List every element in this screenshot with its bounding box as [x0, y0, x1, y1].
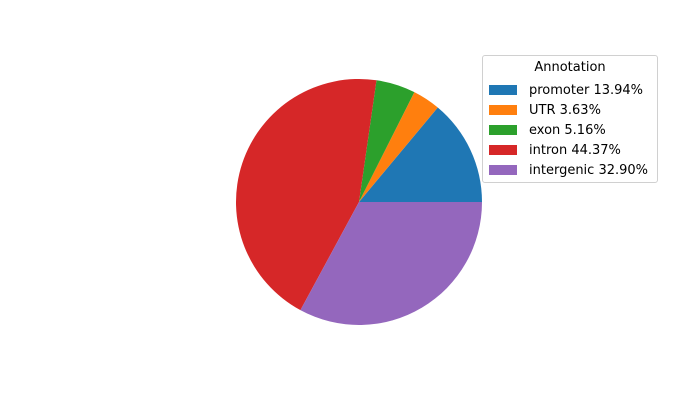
legend-item: promoter 13.94% — [483, 80, 657, 100]
legend: Annotation promoter 13.94% UTR 3.63% exon … — [482, 55, 658, 183]
legend-swatch — [489, 145, 517, 155]
legend-swatch — [489, 165, 517, 175]
legend-swatch — [489, 105, 517, 115]
legend-label: intergenic 32.90% — [529, 162, 649, 178]
legend-title: Annotation — [534, 60, 606, 75]
pie-slice-exon — [359, 80, 415, 202]
legend-label: intron 44.37% — [529, 142, 621, 158]
legend-swatch — [489, 85, 517, 95]
legend-label: UTR 3.63% — [529, 102, 601, 118]
legend-item: exon 5.16% — [483, 120, 657, 140]
legend-item: UTR 3.63% — [483, 100, 657, 120]
pie-slice-intron — [236, 79, 377, 311]
pie-slice-utr — [359, 92, 438, 202]
legend-label: exon 5.16% — [529, 122, 606, 138]
pie-slice-intergenic — [300, 202, 482, 325]
pie-slice-promoter — [359, 107, 482, 202]
legend-item: intergenic 32.90% — [483, 160, 657, 180]
legend-swatch — [489, 125, 517, 135]
legend-item: intron 44.37% — [483, 140, 657, 160]
legend-label: promoter 13.94% — [529, 82, 644, 98]
